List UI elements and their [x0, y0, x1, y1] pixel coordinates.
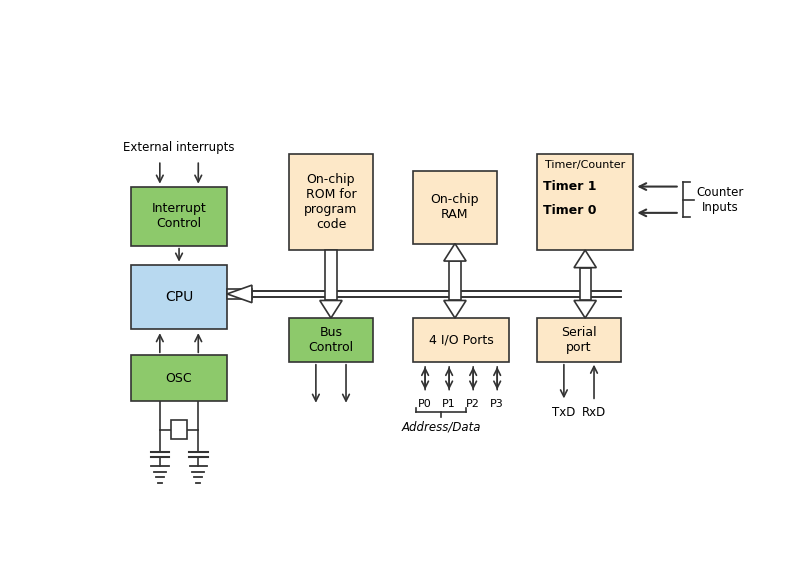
Text: Counter
Inputs: Counter Inputs	[697, 185, 744, 214]
Text: P3: P3	[490, 399, 504, 409]
Text: Timer 1: Timer 1	[543, 180, 597, 193]
Text: P0: P0	[418, 399, 432, 409]
Text: TxD: TxD	[552, 406, 575, 419]
Bar	[289, 154, 373, 250]
Text: P1: P1	[442, 399, 456, 409]
Text: CPU: CPU	[165, 290, 193, 304]
Text: Timer/Counter: Timer/Counter	[545, 160, 626, 170]
Text: RxD: RxD	[582, 406, 606, 419]
Text: On-chip
RAM: On-chip RAM	[430, 193, 479, 221]
Text: Timer 0: Timer 0	[543, 204, 597, 217]
Bar	[413, 171, 497, 244]
Bar	[227, 289, 252, 299]
Bar	[131, 355, 227, 401]
Text: Address/Data: Address/Data	[402, 420, 481, 433]
Text: OSC: OSC	[166, 372, 192, 385]
Text: P2: P2	[466, 399, 480, 409]
Polygon shape	[227, 285, 252, 303]
Bar	[537, 318, 621, 362]
Bar	[171, 420, 187, 439]
Bar	[537, 154, 634, 250]
Bar	[413, 318, 510, 362]
Polygon shape	[574, 300, 596, 318]
Text: On-chip
ROM for
program
code: On-chip ROM for program code	[304, 173, 358, 231]
Bar	[289, 318, 373, 362]
Text: Interrupt
Control: Interrupt Control	[152, 202, 206, 230]
Text: Serial
port: Serial port	[561, 326, 597, 354]
Text: Bus
Control: Bus Control	[308, 326, 354, 354]
Bar	[131, 265, 227, 329]
Polygon shape	[444, 300, 466, 318]
Polygon shape	[444, 244, 466, 261]
Polygon shape	[320, 300, 342, 318]
Text: External interrupts: External interrupts	[123, 141, 235, 154]
Text: 4 I/O Ports: 4 I/O Ports	[429, 333, 494, 347]
Bar	[131, 187, 227, 246]
Bar	[450, 261, 461, 300]
Bar	[579, 267, 590, 300]
Bar	[326, 250, 337, 300]
Polygon shape	[574, 250, 596, 267]
